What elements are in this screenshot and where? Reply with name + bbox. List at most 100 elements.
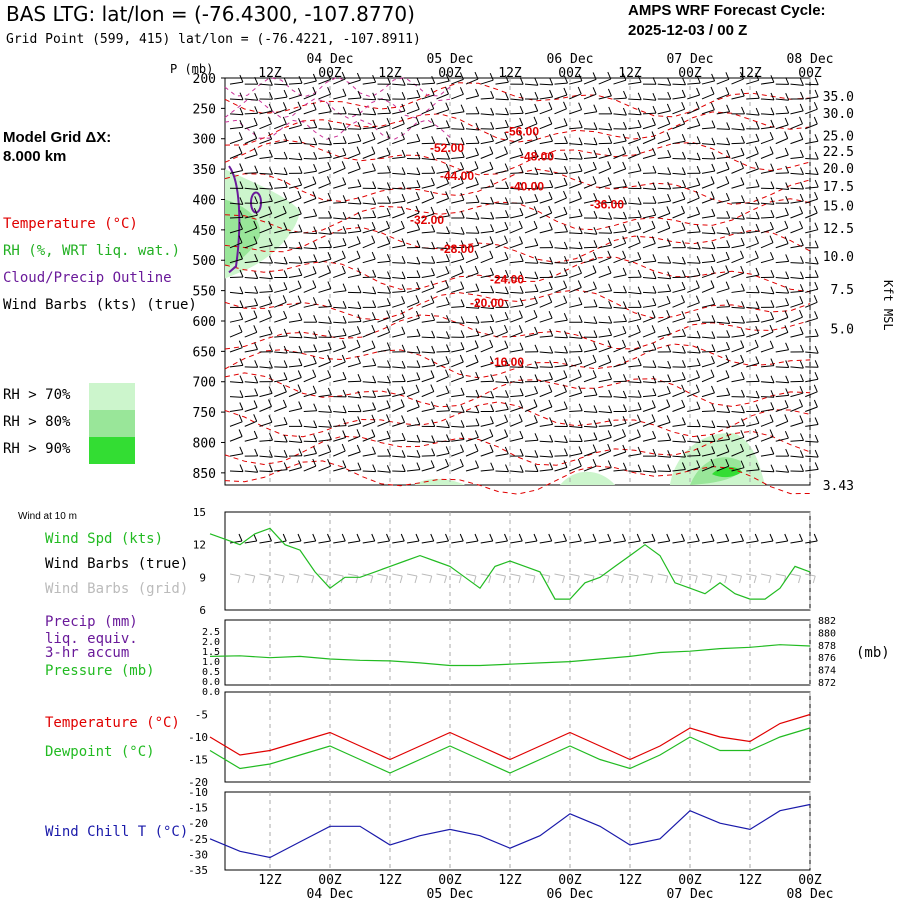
wind-barb (569, 392, 582, 398)
wind-barb (598, 167, 611, 174)
wind-barb (613, 274, 627, 279)
wind-barb (613, 540, 626, 544)
wind-barb (716, 451, 730, 457)
wind-barb-flag (785, 388, 790, 396)
wind-barb (554, 364, 568, 368)
pressure-tick-label: 500 (193, 254, 216, 269)
wind-barb-flag (637, 197, 642, 205)
wind-barb-flag (431, 224, 436, 232)
wind-barb-flag (534, 181, 539, 190)
wind-barb-flag (401, 238, 406, 246)
wind-barb (451, 78, 464, 85)
wind-barb (554, 157, 568, 161)
wind-barb-flag (799, 450, 804, 458)
wind-barb-flag (342, 460, 347, 468)
wind-barb-flag (607, 161, 612, 169)
wind-barb-flag (666, 533, 671, 542)
wind-barb-flag (327, 87, 332, 95)
wind-barb-flag (445, 446, 450, 454)
wind-barb-flag (401, 296, 406, 304)
wind-barb (495, 365, 509, 368)
wind-barb-flag (622, 533, 626, 542)
wind-barb (613, 153, 626, 159)
wind-barb (701, 362, 715, 368)
wind-barb-flag (416, 434, 421, 443)
wind-barb (657, 455, 671, 458)
wind-barb-flag (460, 370, 464, 378)
wind-barb-flag (490, 404, 495, 412)
wind-barb-flag (519, 254, 524, 262)
wind-barb-flag (342, 340, 346, 348)
wind-barb (421, 302, 435, 308)
wind-barb-flag (239, 375, 244, 383)
wind-tick-label: 6 (199, 604, 206, 617)
wind-barb (451, 425, 465, 428)
isotherm-label: -28.00 (440, 242, 474, 256)
wind-barb-flag (401, 326, 406, 334)
wind-barb-flag (593, 330, 598, 338)
wind-barb-flag (342, 106, 347, 114)
wind-barb-flag (636, 533, 641, 542)
wind-barb (510, 381, 524, 384)
wind-barb-flag (711, 151, 716, 160)
wind-barb-flag (548, 191, 553, 200)
wind-barb (642, 214, 656, 219)
wind-barb-flag (577, 533, 582, 542)
wind-barb (362, 364, 376, 368)
wind-barb-flag (430, 118, 435, 126)
wind-barb-flag (800, 464, 804, 472)
wind-chill-tick-label: -10 (188, 786, 208, 799)
wind-barb-flag (608, 195, 613, 203)
wind-barb-flag (799, 399, 803, 407)
wind-speed-legend: Wind Spd (kts) (45, 531, 163, 547)
wind-barb-flag (622, 444, 627, 453)
wind-barb (775, 366, 789, 368)
wind-barb-flag (564, 224, 568, 232)
wind-barb-flag (490, 267, 494, 276)
wind-barb-flag (372, 358, 377, 366)
wind-barb (436, 336, 450, 339)
wind-barb (628, 81, 642, 85)
wind-barb-flag (254, 342, 258, 350)
wind-barb-flag (282, 116, 287, 125)
wind-barb-flag (341, 250, 346, 258)
wind-barb-flag (666, 116, 671, 124)
wind-barb-flag (593, 104, 598, 112)
wind-barb-flag (710, 280, 715, 288)
wind-barb-flag (814, 222, 819, 230)
wind-barb (701, 183, 715, 189)
wind-barb-flag (282, 399, 287, 408)
wind-barb (539, 469, 553, 472)
wind-barb (539, 172, 553, 175)
wind-barb (569, 425, 583, 429)
wind-barb-flag (282, 205, 287, 214)
wind-barb (805, 83, 819, 86)
wind-barb (421, 287, 435, 293)
wind-barb-flag (564, 330, 568, 338)
wind-barb-grid (421, 573, 432, 577)
wind-barb (731, 410, 745, 414)
wind-barb (642, 540, 656, 544)
wind-barb-flag (784, 147, 789, 156)
wind-barb (524, 316, 538, 323)
wind-barb-flag (814, 346, 819, 354)
wind-barb-flag (755, 196, 760, 205)
wind-barb (539, 83, 553, 86)
wind-barb (377, 138, 390, 145)
wind-barb-flag (387, 286, 391, 294)
wind-barb-flag (785, 360, 790, 368)
wind-barb (229, 318, 243, 323)
wind-barb (495, 347, 508, 353)
wind-barb (274, 83, 288, 86)
wind-barb-flag (799, 221, 804, 229)
wind-barb-flag (637, 221, 642, 230)
wind-barb-flag (666, 386, 671, 394)
wind-barb (539, 108, 553, 115)
wind-barb-flag (725, 176, 730, 184)
wind-barb (760, 81, 774, 85)
wind-barb-flag (770, 119, 775, 128)
wind-barb (288, 440, 302, 443)
wind-barb-flag (475, 226, 480, 234)
wind-barb (701, 465, 715, 472)
wind-barb (406, 378, 420, 383)
